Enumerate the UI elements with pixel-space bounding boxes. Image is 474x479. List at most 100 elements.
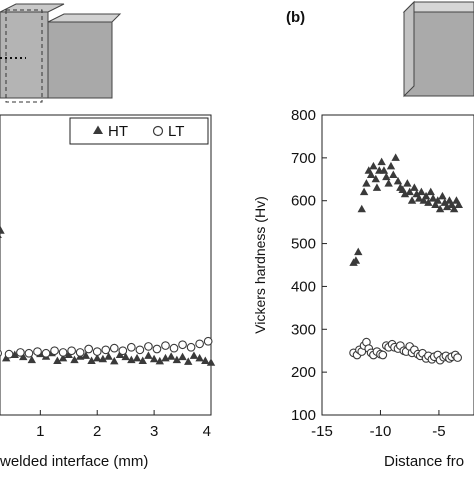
panel-b-x-tick-label: -10 bbox=[370, 423, 392, 440]
panel-b-label: (b) bbox=[286, 9, 305, 26]
panel-b-ht-point bbox=[431, 200, 440, 208]
panel-a-ht-point bbox=[172, 355, 182, 364]
panel-a-lt-point bbox=[169, 343, 179, 353]
panel-b-y-tick-label: 400 bbox=[291, 278, 316, 295]
panel-a-ht-point bbox=[132, 353, 142, 362]
panel-a-lt-point bbox=[152, 344, 162, 354]
legend-box bbox=[69, 117, 209, 145]
panel-b-ht-point bbox=[379, 166, 389, 174]
panel-a-ht-point bbox=[2, 353, 11, 362]
panel-b-ht-point bbox=[354, 247, 363, 256]
panel-a-ht-point bbox=[93, 353, 102, 362]
legend-ht-marker-triangle-icon bbox=[93, 125, 103, 134]
legend-lt-marker-circle-icon bbox=[152, 125, 164, 137]
panel-a-lt-point bbox=[4, 349, 14, 359]
panel-b-y-axis-title: Vickers hardness (Hv) bbox=[252, 196, 268, 333]
panel-b-ht-point bbox=[359, 187, 369, 196]
panel-a-lt-point bbox=[33, 347, 42, 356]
panel-a-lt-point bbox=[109, 343, 119, 353]
specimen-top-face bbox=[0, 3, 65, 13]
panel-a-ht-point bbox=[104, 352, 113, 360]
panel-b-ht-point bbox=[435, 204, 445, 213]
panel-a-x-axis-title: welded interface (mm) bbox=[0, 453, 148, 470]
panel-b-ht-point bbox=[403, 179, 412, 187]
panel-a-ht-point bbox=[115, 350, 125, 358]
panel-b-y-tick-label: 600 bbox=[291, 193, 316, 210]
specimen-front-face bbox=[0, 11, 49, 99]
panel-b-y-ticks: 100 200 300 400 500 600 700 800 bbox=[291, 107, 327, 424]
panel-b-ht-point bbox=[369, 161, 378, 170]
legend-ht-label: HT bbox=[108, 123, 128, 140]
panel-b-ht-point bbox=[391, 153, 400, 161]
panel-a-ht-point bbox=[201, 356, 210, 364]
panel-a-plot-area bbox=[0, 114, 212, 416]
panel-a-lt-point bbox=[144, 342, 153, 351]
panel-b: (b) -15 -10 -5 100 200 300 400 500 600 700 800 Vi… bbox=[252, 9, 474, 470]
panel-b-ht-point bbox=[407, 196, 417, 204]
panel-b-ht-point bbox=[371, 174, 380, 183]
panel-b-ht-point bbox=[382, 172, 391, 181]
panel-a-lt-point bbox=[67, 346, 76, 356]
panel-b-ht-point bbox=[384, 179, 393, 187]
panel-b-x-tick-label: -5 bbox=[432, 423, 445, 440]
panel-b-ht-point bbox=[400, 189, 410, 198]
panel-a-ht-point bbox=[121, 352, 130, 361]
panel-a-ht-point bbox=[166, 352, 176, 360]
specimen-schematic-right bbox=[402, 0, 474, 98]
panel-b-x-ticks: -15 -10 -5 bbox=[311, 410, 446, 440]
panel-a-lt-point bbox=[84, 344, 94, 354]
panel-a-lt-point bbox=[101, 345, 111, 355]
panel-b-ht-point bbox=[362, 179, 371, 187]
panel-a-lt-point bbox=[203, 336, 213, 346]
section-outline-dashed bbox=[5, 9, 43, 103]
panel-b-ht-point bbox=[414, 194, 424, 202]
panel-a-ht-point bbox=[64, 350, 73, 358]
panel-a-lt-point bbox=[50, 346, 59, 356]
panel-a-ht-point bbox=[149, 354, 159, 363]
panel-a-lt-point bbox=[195, 339, 204, 349]
panel-b-ht-point bbox=[438, 191, 447, 200]
panel-b-ht-point bbox=[389, 170, 398, 178]
panel-b-y-tick-label: 100 bbox=[291, 407, 316, 424]
panel-a-ht-point bbox=[87, 356, 96, 364]
panel-b-plot-area bbox=[321, 114, 474, 416]
panel-a-ht-point bbox=[138, 356, 147, 364]
panel-a-ht-point bbox=[144, 351, 153, 359]
panel-a-x-tick-label: 1 bbox=[36, 423, 44, 440]
panel-b-ht-point bbox=[372, 183, 382, 191]
panel-a-ht-point bbox=[206, 358, 216, 366]
panel-a-ht-point bbox=[195, 353, 204, 362]
panel-a-lt-point bbox=[92, 347, 102, 356]
panel-a: 01234 welded interface (mm) HT LT bbox=[0, 114, 216, 470]
panel-a-lt-point bbox=[118, 346, 128, 356]
specimen-schematic-left bbox=[0, 3, 122, 103]
panel-a-ht-point bbox=[184, 357, 193, 365]
panel-a-ht-point bbox=[0, 234, 2, 238]
panel-b-ht-point bbox=[393, 176, 403, 185]
panel-b-ht-point bbox=[426, 187, 435, 196]
specimen-b-side-face bbox=[403, 0, 415, 98]
panel-a-ht-point bbox=[189, 351, 199, 359]
panel-a-lt-point bbox=[24, 348, 34, 358]
panel-a-ht-point bbox=[70, 355, 79, 364]
panel-b-ht-point bbox=[442, 202, 452, 211]
panel-b-y-tick-label: 200 bbox=[291, 364, 316, 381]
panel-a-lt-point bbox=[75, 348, 85, 357]
panel-b-y-tick-label: 800 bbox=[291, 107, 316, 124]
panel-b-ht-point bbox=[417, 187, 426, 196]
panel-a-ht-point bbox=[19, 352, 28, 361]
panel-b-lt-point bbox=[378, 350, 388, 360]
panel-b-ht-point bbox=[357, 204, 366, 213]
panel-b-ht-point bbox=[454, 200, 463, 208]
panel-b-points bbox=[349, 153, 463, 365]
panel-b-ht-point bbox=[377, 157, 386, 166]
panel-b-ht-point bbox=[386, 161, 396, 170]
panel-b-ht-point bbox=[351, 256, 361, 264]
panel-a-ht-point bbox=[98, 354, 108, 363]
panel-b-y-tick-label: 300 bbox=[291, 321, 316, 338]
panel-b-x-axis-title: Distance fro bbox=[384, 453, 464, 470]
panel-b-ht-point bbox=[449, 204, 459, 213]
panel-a-points bbox=[0, 226, 216, 366]
